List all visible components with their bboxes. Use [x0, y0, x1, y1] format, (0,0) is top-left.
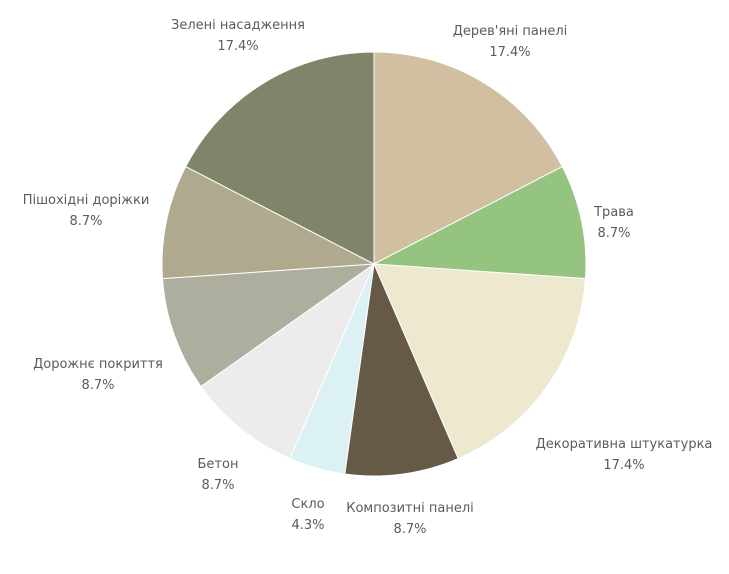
slice-value-label: 8.7%	[201, 478, 234, 493]
slice-value-label: 8.7%	[597, 226, 630, 241]
slice-value-label: 4.3%	[291, 518, 324, 533]
slice-label: Дерев'яні панелі	[453, 24, 568, 39]
slice-label: Пішохідні доріжки	[23, 193, 150, 208]
slice-label: Декоративна штукатурка	[536, 437, 713, 452]
pie-slice[interactable]	[185, 51, 375, 265]
slice-label: Зелені насадження	[171, 18, 305, 33]
pie-slice[interactable]	[161, 263, 376, 388]
slice-label: Трава	[593, 205, 634, 220]
slice-label: Скло	[291, 497, 324, 512]
slice-label: Бетон	[198, 457, 239, 472]
pie-slice[interactable]	[200, 262, 376, 460]
pie-slice[interactable]	[344, 262, 459, 477]
pie-slices	[161, 51, 587, 477]
pie-slice[interactable]	[161, 165, 376, 280]
slice-value-label: 8.7%	[81, 378, 114, 393]
pie-slice[interactable]	[372, 165, 587, 280]
slice-value-label: 8.7%	[393, 522, 426, 537]
slice-value-label: 17.4%	[603, 458, 644, 473]
slice-value-label: 8.7%	[69, 214, 102, 229]
pie-slice[interactable]	[373, 51, 563, 265]
slice-label: Композитні панелі	[346, 501, 474, 516]
pie-slice[interactable]	[373, 263, 587, 460]
slice-value-label: 17.4%	[489, 45, 530, 60]
slice-value-label: 17.4%	[217, 39, 258, 54]
pie-labels: Дерев'яні панелі 17.4% Трава 8.7% Декоративн…	[23, 18, 713, 537]
slice-label: Дорожнє покриття	[33, 357, 163, 372]
